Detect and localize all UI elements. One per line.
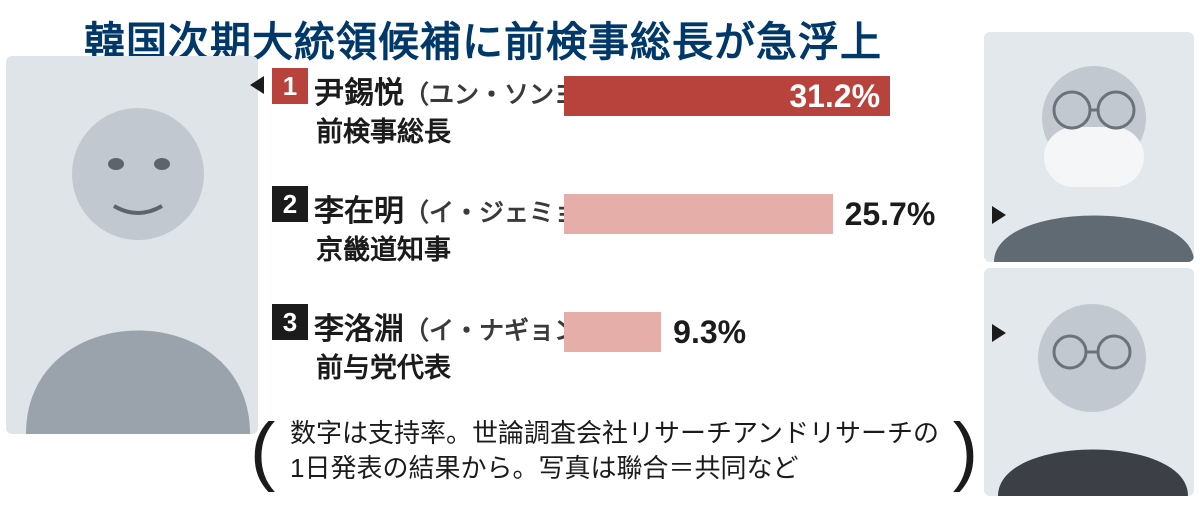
bar: [564, 312, 661, 352]
bar-wrap: 31.2%: [564, 76, 982, 116]
candidate-3-photo: [984, 268, 1194, 496]
pct-label: 9.3%: [673, 312, 746, 352]
footnote: ( 数字は支持率。世論調査会社リサーチアンドリサーチの 1日発表の結果から。写真…: [268, 416, 968, 486]
candidate-1-photo: [6, 56, 258, 434]
candidate-row-1: 1尹錫悦（ユン・ソンヨル）前検事総長31.2%: [272, 68, 982, 164]
rank-box: 2: [272, 186, 308, 222]
candidate-2-photo: [984, 32, 1194, 262]
candidate-row-3: 3李洛淵（イ・ナギョン）前与党代表9.3%: [272, 304, 982, 400]
footnote-line2: 1日発表の結果から。写真は聯合＝共同など: [290, 453, 798, 483]
bar-wrap: 9.3%: [564, 312, 982, 352]
pct-label: 25.7%: [845, 194, 936, 234]
rank-box: 1: [272, 68, 308, 104]
triangle-left-icon: [250, 76, 264, 94]
bar: [564, 194, 833, 234]
bar-wrap: 25.7%: [564, 194, 982, 234]
triangle-right-icon: [992, 324, 1006, 342]
triangle-right-icon: [992, 206, 1006, 224]
candidate-rows: 1尹錫悦（ユン・ソンヨル）前検事総長31.2% 2李在明（イ・ジェミョン）京畿道知…: [272, 68, 982, 422]
rank-box: 3: [272, 304, 308, 340]
footnote-line1: 数字は支持率。世論調査会社リサーチアンドリサーチの: [290, 418, 939, 448]
candidate-row-2: 2李在明（イ・ジェミョン）京畿道知事25.7%: [272, 186, 982, 282]
pct-label: 31.2%: [789, 76, 880, 116]
candidate-name: 李洛淵（イ・ナギョン）: [314, 304, 604, 348]
